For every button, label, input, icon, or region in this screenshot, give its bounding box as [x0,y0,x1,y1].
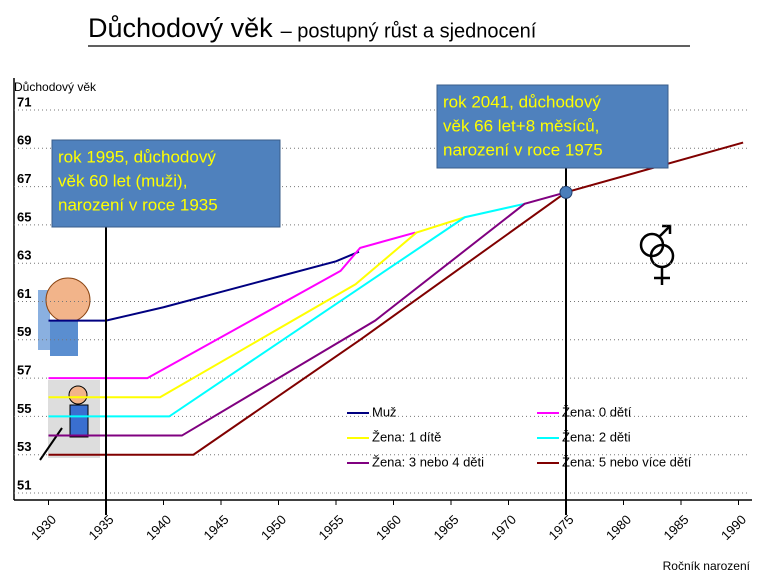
y-tick-label: 59 [17,324,31,339]
y-tick-label: 53 [17,439,31,454]
legend-label: Muž [372,404,397,419]
annotation-text: rok 1995, důchodový [58,147,216,166]
annotation-text: narození v roce 1975 [443,140,603,159]
y-tick-label: 61 [17,286,31,301]
x-tick-label: 1935 [85,512,116,543]
annotation-text: narození v roce 1935 [58,195,218,214]
y-tick-label: 65 [17,209,31,224]
legend-label: Žena: 2 děti [562,429,631,444]
x-tick-label: 1945 [200,512,231,543]
y-tick-label: 63 [17,248,31,263]
x-tick-label: 1970 [488,512,519,543]
x-tick-label: 1985 [660,512,691,543]
y-tick-label: 51 [17,477,31,492]
man-icon [38,278,90,356]
chart: Důchodový věk – postupný růst a sjednoce… [0,0,757,575]
y-axis-label: Důchodový věk [14,80,97,94]
legend-label: Žena: 3 nebo 4 děti [372,454,484,469]
x-tick-label: 1950 [258,512,289,543]
annotation-text: věk 66 let+8 měsíců, [443,116,599,135]
series-line [49,204,525,417]
highlight-point [560,186,572,198]
x-axis-label: Ročník narození [663,559,751,573]
x-tick-label: 1960 [373,512,404,543]
chart-title: Důchodový věk [88,13,273,43]
y-tick-label: 67 [17,171,31,186]
gender-icon [641,226,673,285]
legend-label: Žena: 1 dítě [372,429,441,444]
chart-subtitle: – postupný růst a sjednocení [281,20,537,42]
x-tick-label: 1975 [545,512,576,543]
series-line [49,217,465,397]
legend-label: Žena: 0 dětí [562,404,632,419]
annotation-text: věk 60 let (muži), [58,171,187,190]
x-tick-label: 1930 [28,512,59,543]
man-icon [40,380,100,460]
x-tick-label: 1990 [718,512,749,543]
x-tick-label: 1965 [430,512,461,543]
legend-label: Žena: 5 nebo více dětí [562,454,692,469]
y-tick-label: 57 [17,363,31,378]
y-tick-label: 55 [17,401,31,416]
x-tick-label: 1940 [143,512,174,543]
y-tick-label: 71 [17,94,31,109]
x-tick-label: 1980 [603,512,634,543]
x-tick-label: 1955 [315,512,346,543]
annotation-text: rok 2041, důchodový [443,92,601,111]
y-tick-label: 69 [17,133,31,148]
series-line [49,192,567,435]
